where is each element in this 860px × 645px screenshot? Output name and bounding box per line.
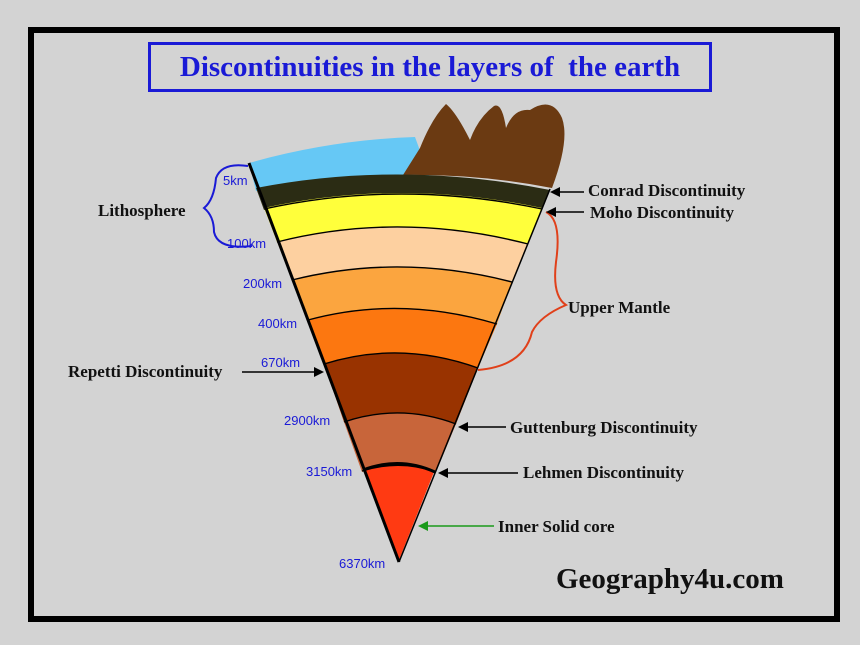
inner-core-layer — [364, 464, 434, 560]
continent-mountains — [403, 104, 565, 188]
outer-core-layer — [344, 412, 456, 472]
upper-mantle-layer-2 — [292, 266, 512, 324]
inner-solid-core-label: Inner Solid core — [498, 517, 615, 536]
depth-400km: 400km — [258, 316, 298, 331]
depth-670km: 670km — [261, 355, 301, 370]
depth-3150km: 3150km — [306, 464, 353, 479]
crust-layer — [256, 174, 550, 210]
upper-mantle-layer-1 — [277, 226, 528, 282]
lithosphere-label: Lithosphere — [98, 201, 186, 220]
upper-mantle-brace — [477, 211, 569, 371]
diagram-title: Discontinuities in the layers of the ear… — [179, 50, 681, 83]
upper-mantle-label: Upper Mantle — [568, 298, 671, 317]
title-box: Discontinuities in the layers of the ear… — [148, 42, 712, 92]
site-watermark: Geography4u.com — [556, 563, 784, 595]
repetti-discontinuity-label: Repetti Discontinuity — [68, 362, 223, 381]
outer-frame — [28, 27, 840, 622]
guttenburg-discontinuity-label: Guttenburg Discontinuity — [510, 418, 698, 437]
upper-mantle-layer-3 — [308, 307, 497, 368]
arrows — [242, 187, 584, 531]
cone-right-edge — [398, 188, 551, 563]
conrad-discontinuity-label: Conrad Discontinuity — [588, 181, 746, 200]
moho-discontinuity-label: Moho Discontinuity — [590, 203, 735, 222]
cone-left-edge — [247, 162, 401, 563]
lower-mantle-layer — [324, 352, 478, 424]
depth-2900km: 2900km — [284, 413, 331, 428]
core-boundary — [362, 461, 436, 474]
lehmen-discontinuity-label: Lehmen Discontinuity — [523, 463, 685, 482]
lithosphere-brace — [202, 164, 253, 248]
depth-6370km: 6370km — [339, 556, 386, 571]
depth-200km: 200km — [243, 276, 283, 291]
layer-boundaries — [263, 193, 543, 473]
depth-100km: 100km — [227, 236, 267, 251]
depth-5km: 5km — [223, 173, 248, 188]
